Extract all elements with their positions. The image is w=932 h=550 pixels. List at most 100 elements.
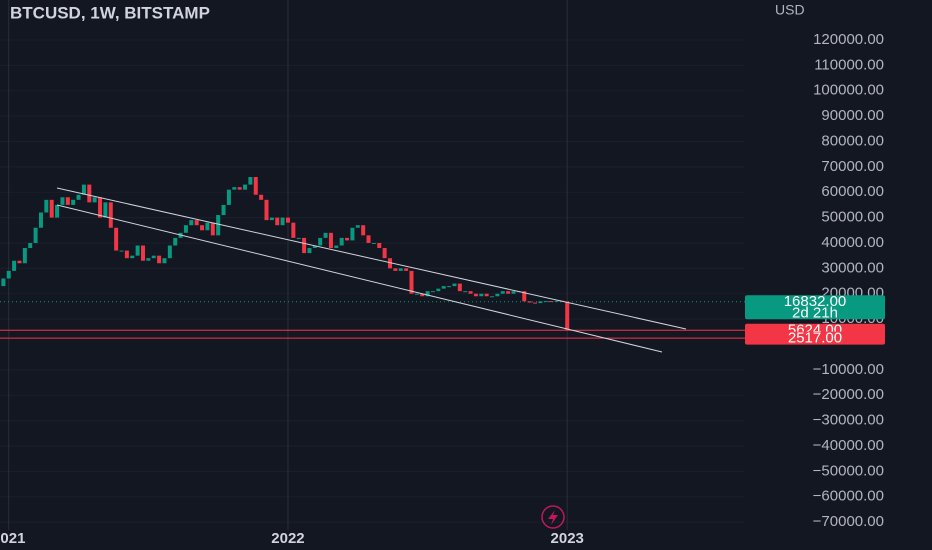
candle	[237, 187, 242, 190]
candle	[479, 293, 484, 297]
candle	[232, 187, 237, 190]
candle	[65, 197, 70, 205]
candle	[221, 204, 226, 216]
candle	[495, 293, 500, 297]
candle	[205, 222, 210, 231]
price-label-box	[745, 295, 885, 320]
y-tick-label: 90000.00	[821, 107, 884, 124]
candle	[334, 245, 339, 249]
y-tick-label: 70000.00	[821, 158, 884, 175]
countdown: 2d 21h	[792, 305, 838, 322]
candle	[420, 293, 425, 297]
candle	[33, 227, 38, 243]
candle	[511, 291, 516, 294]
x-tick-label: 2022	[271, 530, 304, 547]
y-tick-label: −30000.00	[813, 412, 884, 429]
x-tick-label: 2023	[551, 530, 584, 547]
grid	[8, 0, 568, 530]
candle	[71, 199, 76, 205]
candle	[318, 237, 323, 246]
candle	[189, 220, 194, 226]
candle	[167, 245, 172, 259]
candle	[55, 204, 60, 218]
candle	[200, 225, 205, 231]
candle	[130, 255, 135, 259]
candle	[323, 232, 328, 238]
candle	[312, 245, 317, 249]
candle	[275, 217, 280, 226]
candle	[76, 194, 81, 200]
y-tick-label: 30000.00	[821, 259, 884, 276]
candle	[12, 260, 17, 271]
y-tick-label: 80000.00	[821, 132, 884, 149]
candle	[355, 225, 360, 228]
candle	[210, 222, 215, 236]
candle	[377, 242, 382, 249]
candle	[371, 242, 376, 244]
chart-title: BTCUSD, 1W, BITSTAMP	[10, 3, 210, 22]
candle	[114, 227, 119, 251]
candle	[87, 184, 92, 203]
candle	[248, 176, 253, 185]
candle	[436, 288, 441, 292]
trend-line[interactable]	[56, 187, 687, 330]
price-label-box	[745, 331, 885, 345]
candle	[280, 217, 285, 226]
replay-icon[interactable]	[541, 505, 565, 529]
candle	[398, 268, 403, 271]
candle	[350, 227, 355, 241]
candle	[441, 286, 446, 289]
candle	[404, 268, 409, 271]
price-axis: 120000.00 110000.00 100000.00 90000.00 80000…	[0, 31, 885, 547]
candle	[92, 197, 97, 203]
candle	[447, 286, 452, 288]
candle	[1, 278, 6, 287]
candle	[506, 291, 511, 294]
candle	[522, 291, 527, 302]
candle	[328, 232, 333, 249]
candle	[38, 212, 43, 228]
y-tick-label: −20000.00	[813, 386, 884, 403]
candle	[285, 217, 290, 223]
candle	[473, 293, 478, 297]
y-tick-label: −50000.00	[813, 462, 884, 479]
candle	[425, 291, 430, 297]
candle	[151, 255, 156, 259]
candle	[549, 301, 554, 303]
candle	[173, 237, 178, 246]
candle	[140, 245, 145, 261]
candle	[264, 199, 269, 221]
candle	[17, 260, 22, 264]
candle	[296, 237, 301, 239]
trend-line[interactable]	[56, 204, 663, 353]
candle	[243, 184, 248, 190]
candle	[44, 199, 49, 213]
candle	[382, 248, 387, 259]
candle	[565, 301, 570, 331]
y-tick-label: −40000.00	[813, 437, 884, 454]
candle	[500, 291, 505, 294]
y-tick-label: 60000.00	[821, 183, 884, 200]
y-tick-label: −60000.00	[813, 488, 884, 505]
candle	[6, 270, 11, 279]
candle	[216, 215, 221, 236]
candle	[430, 291, 435, 293]
plot-area	[0, 176, 745, 339]
candle	[183, 225, 188, 233]
candle	[157, 255, 162, 264]
candle	[124, 250, 129, 259]
candle	[226, 189, 231, 205]
candle	[527, 301, 532, 303]
y-tick-label: 110000.00	[814, 56, 884, 73]
candle	[393, 268, 398, 271]
y-tick-label: 40000.00	[821, 234, 884, 251]
candle	[60, 197, 65, 205]
candle	[194, 220, 199, 226]
price-label: 2517.00	[788, 330, 842, 347]
candle	[302, 237, 307, 254]
y-tick-label: 50000.00	[821, 209, 884, 226]
candle	[98, 197, 103, 218]
candle	[409, 270, 414, 294]
candle	[457, 283, 462, 292]
